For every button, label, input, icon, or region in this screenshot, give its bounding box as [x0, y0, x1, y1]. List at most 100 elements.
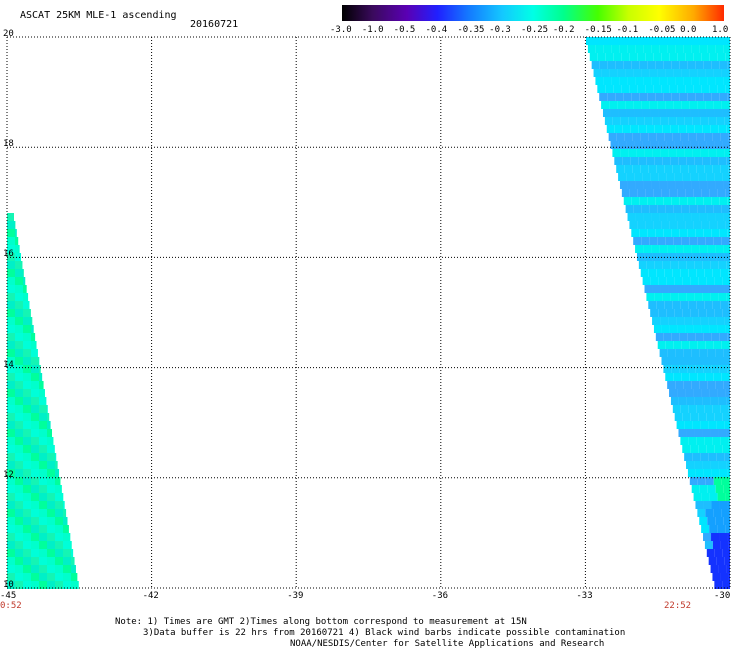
colorbar-tick-label: -0.1 — [616, 25, 639, 35]
swath-cell-left — [23, 317, 31, 325]
swath-cell-right — [666, 141, 675, 149]
swath-cell-right — [626, 37, 634, 45]
swath-cell-right — [677, 189, 686, 197]
swath-cell-right — [632, 165, 641, 173]
swath-cell-right — [687, 197, 696, 205]
swath-cell-right — [687, 365, 696, 373]
swath-cell-right — [637, 53, 646, 61]
swath-cell-right — [719, 61, 728, 69]
swath-cell-right — [649, 237, 658, 245]
swath-cell-right — [629, 85, 638, 93]
swath-cell-right — [695, 469, 704, 477]
swath-cell-right — [623, 197, 632, 205]
swath-cell-left — [7, 437, 15, 445]
swath-cell-right — [680, 405, 689, 413]
swath-cell-right — [659, 213, 668, 221]
swath-cell-right — [633, 205, 642, 213]
lon-label: -36 — [431, 591, 449, 601]
swath-cell-right — [645, 221, 654, 229]
swath-cell-right — [591, 61, 600, 69]
swath-cell-left — [31, 453, 39, 461]
swath-cell-left — [47, 501, 55, 509]
swath-cell-left — [47, 469, 55, 477]
swath-cell-right — [634, 109, 643, 117]
swath-cell-right — [691, 381, 700, 389]
swath-cell-left — [7, 421, 15, 429]
swath-cell-right — [726, 461, 730, 469]
swath-cell-right — [641, 205, 650, 213]
swath-cell-right — [723, 77, 730, 85]
swath-cell-right — [601, 69, 610, 77]
swath-cell-right — [703, 93, 712, 101]
swath-cell-right — [708, 149, 717, 157]
swath-cell-right — [711, 61, 720, 69]
swath-cell-right — [670, 293, 679, 301]
swath-cell-right — [690, 109, 699, 117]
swath-cell-right — [681, 237, 690, 245]
swath-cell-right — [728, 269, 730, 277]
swath-cell-left — [63, 541, 71, 549]
swath-cell-right — [726, 293, 730, 301]
colorbar-tick-label: -0.05 — [648, 25, 676, 35]
lat-label: 10 — [3, 580, 14, 590]
swath-cell-right — [725, 357, 730, 365]
swath-cell-left — [15, 373, 23, 381]
swath-cell-right — [587, 45, 596, 53]
swath-cell-right — [671, 333, 680, 341]
swath-cell-left — [15, 581, 23, 589]
swath-cell-right — [626, 141, 635, 149]
swath-cell-right — [625, 69, 634, 77]
swath-cell-right — [727, 61, 730, 69]
swath-cell-right — [698, 37, 706, 45]
swath-cell-right — [633, 237, 642, 245]
swath-cell-right — [689, 341, 698, 349]
swath-cell-right — [661, 357, 670, 365]
swath-cell-right — [603, 77, 612, 85]
swath-cell-right — [671, 93, 680, 101]
swath-cell-right — [660, 117, 669, 125]
swath-cell-right — [724, 149, 730, 157]
swath-cell-right — [618, 141, 627, 149]
swath-cell-right — [683, 381, 692, 389]
swath-cell-right — [659, 77, 668, 85]
swath-cell-right — [616, 133, 625, 141]
swath-cell-right — [723, 485, 730, 493]
swath-cell-right — [666, 109, 675, 117]
swath-cell-left — [15, 453, 23, 461]
swath-cell-right — [719, 501, 728, 509]
swath-cell-left — [31, 381, 39, 389]
swath-cell-right — [695, 93, 704, 101]
swath-cell-right — [711, 469, 720, 477]
swath-cell-right — [605, 53, 614, 61]
swath-cell-right — [637, 85, 646, 93]
swath-cell-right — [668, 117, 677, 125]
swath-cell-left — [15, 517, 23, 525]
swath-cell-right — [683, 245, 692, 253]
swath-cell-right — [650, 309, 659, 317]
swath-cell-right — [626, 173, 635, 181]
swath-cell-right — [719, 229, 728, 237]
swath-cell-left — [23, 437, 31, 445]
swath-cell-right — [695, 365, 704, 373]
swath-cell-right — [689, 477, 698, 485]
swath-cell-left — [31, 357, 39, 365]
swath-cell-left — [39, 581, 47, 589]
swath-cell-left — [7, 277, 15, 285]
swath-cell-right — [718, 397, 727, 405]
swath-cell-left — [23, 581, 31, 589]
swath-cell-right — [724, 317, 730, 325]
swath-cell-left — [47, 573, 55, 581]
swath-cell-left — [55, 453, 57, 461]
swath-cell-left — [7, 229, 15, 237]
swath-cell-right — [722, 549, 730, 557]
swath-cell-left — [47, 429, 53, 437]
swath-cell-left — [23, 501, 31, 509]
swath-cell-right — [726, 429, 730, 437]
swath-cell-right — [661, 221, 670, 229]
swath-cell-right — [727, 501, 730, 509]
swath-cell-right — [721, 509, 730, 517]
swath-cell-right — [670, 125, 679, 133]
swath-cell-right — [714, 549, 723, 557]
swath-cell-right — [703, 333, 712, 341]
swath-cell-right — [714, 109, 723, 117]
